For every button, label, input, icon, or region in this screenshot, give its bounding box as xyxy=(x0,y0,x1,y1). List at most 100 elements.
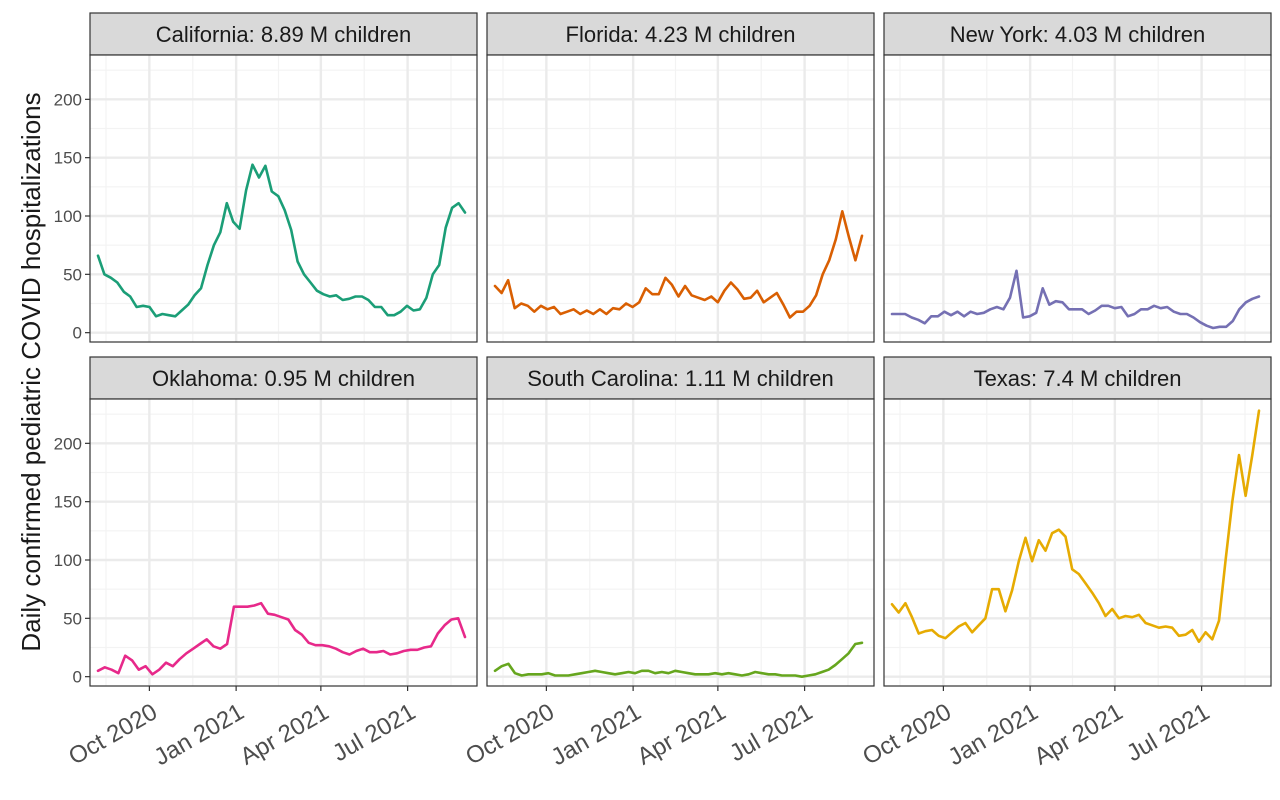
data-point xyxy=(661,671,664,674)
data-point xyxy=(131,659,134,662)
data-point xyxy=(232,221,235,224)
data-point xyxy=(1225,326,1228,329)
data-point xyxy=(1198,640,1201,643)
data-point xyxy=(1205,324,1208,327)
data-point xyxy=(1212,327,1215,330)
data-point xyxy=(206,264,209,267)
data-point xyxy=(1199,321,1202,324)
data-point xyxy=(644,287,647,290)
plot-area xyxy=(884,399,1271,686)
data-point xyxy=(180,309,183,312)
data-point xyxy=(1091,591,1094,594)
data-point xyxy=(219,647,222,650)
data-point xyxy=(168,314,171,317)
data-point xyxy=(1127,315,1130,318)
data-point xyxy=(507,663,510,666)
data-point xyxy=(910,316,913,319)
data-point xyxy=(406,305,409,308)
facet-title: South Carolina: 1.11 M children xyxy=(527,366,834,391)
facet-title: Oklahoma: 0.95 M children xyxy=(152,366,415,391)
data-point xyxy=(246,605,249,608)
data-point xyxy=(341,651,344,654)
data-point xyxy=(627,671,630,674)
facet-panel: Oklahoma: 0.95 M children 0 50 100 150 200 Oct… xyxy=(54,356,478,771)
data-point xyxy=(403,650,406,653)
series-line xyxy=(493,210,864,319)
data-point xyxy=(354,295,357,298)
data-point xyxy=(409,649,412,652)
plot-area xyxy=(487,399,874,686)
facet-strip xyxy=(89,356,478,400)
data-point xyxy=(754,671,757,674)
data-point xyxy=(787,674,790,677)
data-point xyxy=(450,618,453,621)
data-point xyxy=(762,301,765,304)
data-point xyxy=(587,671,590,674)
facet-strip xyxy=(883,12,1272,56)
data-point xyxy=(789,316,792,319)
data-point xyxy=(781,674,784,677)
data-point xyxy=(245,189,248,192)
facet-title: Texas: 7.4 M children xyxy=(974,366,1182,391)
data-point xyxy=(1022,316,1025,319)
data-point xyxy=(827,668,830,671)
data-point xyxy=(957,625,960,628)
data-point xyxy=(341,299,344,302)
y-tick-label: 100 xyxy=(54,207,82,226)
x-tick-label: Oct 2020 xyxy=(858,698,956,770)
data-point xyxy=(1140,308,1143,311)
y-tick-label: 50 xyxy=(63,265,82,284)
facet-title: New York: 4.03 M children xyxy=(950,22,1206,47)
plot-area xyxy=(487,55,874,342)
panel-border xyxy=(89,54,478,343)
data-point xyxy=(1164,625,1167,628)
data-point xyxy=(937,635,940,638)
data-point xyxy=(1074,308,1077,311)
data-point xyxy=(996,306,999,309)
data-point xyxy=(917,319,920,322)
data-point xyxy=(267,612,270,615)
data-point xyxy=(178,658,181,661)
data-point xyxy=(1186,313,1189,316)
data-point xyxy=(1173,310,1176,313)
data-point xyxy=(654,672,657,675)
data-point xyxy=(950,314,953,317)
data-point xyxy=(97,254,100,257)
data-point xyxy=(1018,560,1021,563)
data-point xyxy=(937,315,940,318)
data-point xyxy=(891,313,894,316)
data-point xyxy=(335,647,338,650)
data-point xyxy=(1159,307,1162,310)
data-point xyxy=(687,672,690,675)
plot-area xyxy=(90,399,477,686)
y-tick-label: 0 xyxy=(73,668,82,687)
data-point xyxy=(205,638,208,641)
data-point xyxy=(527,673,530,676)
data-point xyxy=(658,293,661,296)
panel-border xyxy=(486,54,875,343)
data-point xyxy=(233,605,236,608)
data-point xyxy=(721,673,724,676)
data-point xyxy=(911,616,914,619)
data-point xyxy=(104,666,107,669)
data-point xyxy=(296,260,299,263)
data-point xyxy=(380,306,383,309)
data-point xyxy=(110,277,113,280)
y-tick-label: 150 xyxy=(54,149,82,168)
data-point xyxy=(976,313,979,316)
panel-border xyxy=(89,398,478,687)
plot-area xyxy=(90,55,477,342)
data-point xyxy=(1258,409,1261,412)
data-point xyxy=(841,658,844,661)
data-point xyxy=(135,306,138,309)
data-point xyxy=(1251,298,1254,301)
data-point xyxy=(1131,616,1134,619)
data-point xyxy=(527,305,530,308)
data-point xyxy=(1009,296,1012,299)
data-point xyxy=(761,672,764,675)
data-point xyxy=(1211,638,1214,641)
data-point xyxy=(601,671,604,674)
data-point xyxy=(443,624,446,627)
y-tick-label: 100 xyxy=(54,551,82,570)
